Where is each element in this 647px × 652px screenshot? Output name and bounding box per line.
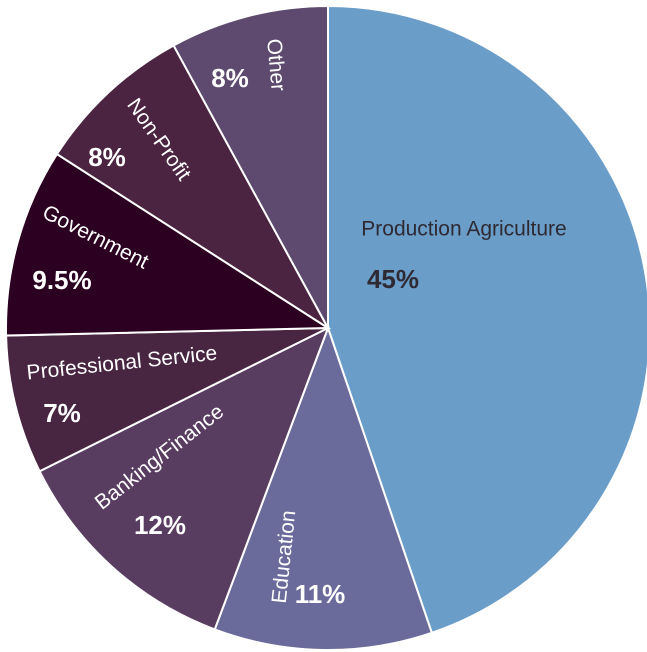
slice-value-government: 9.5% (32, 265, 91, 295)
pie-slice-professional-service (5, 327, 329, 473)
slice-value-professional-service: 7% (43, 398, 81, 428)
slice-value-production-agriculture: 45% (367, 264, 419, 294)
slice-value-other: 8% (211, 63, 249, 93)
slice-label-other: Other (262, 38, 289, 92)
pie-slice-banking-finance (38, 325, 330, 631)
slice-value-banking-finance: 12% (134, 510, 186, 540)
pie-slices (5, 4, 647, 651)
pie-slice-production-agriculture (327, 4, 647, 635)
slice-value-education: 11% (295, 579, 346, 609)
pie-slice-non-profit (55, 44, 329, 329)
slice-value-non-profit: 8% (88, 142, 126, 172)
pie-slice-other (172, 4, 329, 329)
pie-slice-government (5, 152, 332, 337)
pie-slice-education (213, 325, 434, 651)
slice-label-production-agriculture: Production Agriculture (361, 218, 566, 241)
